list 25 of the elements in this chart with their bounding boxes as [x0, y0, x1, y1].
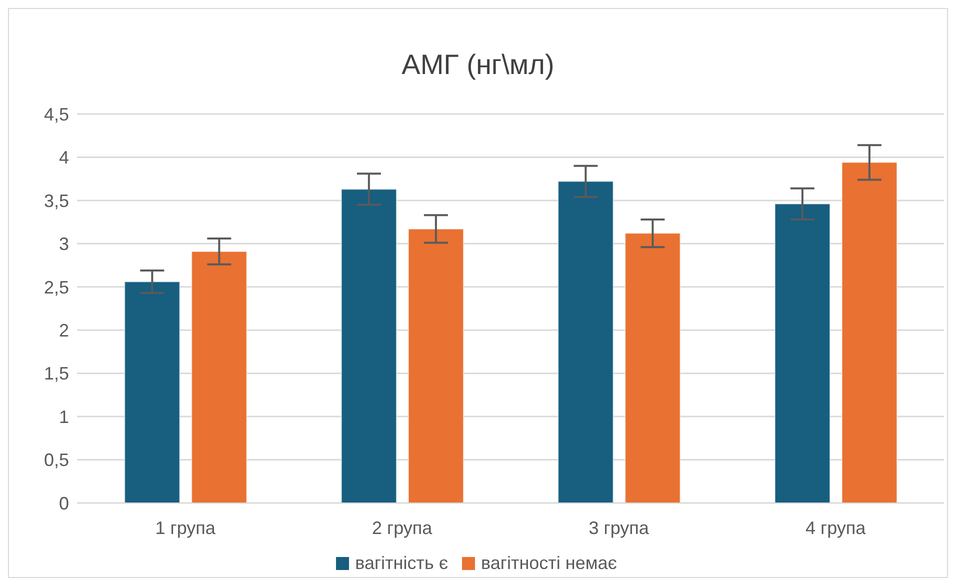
bar	[191, 250, 248, 503]
legend-label: вагітності немає	[481, 553, 617, 574]
x-tick-label: 2 група	[372, 518, 434, 538]
bar	[774, 203, 830, 503]
y-tick-label: 4	[58, 148, 69, 168]
x-tick-label: 4 група	[806, 518, 867, 538]
y-tick-label: 2	[58, 320, 69, 340]
y-tick-label: 3	[58, 234, 69, 254]
y-tick-label: 2,5	[44, 277, 69, 298]
bar	[124, 281, 180, 503]
y-tick-label: 1,5	[44, 364, 69, 384]
bar	[408, 228, 464, 503]
bar	[558, 180, 614, 503]
y-tick-label: 3,5	[44, 190, 69, 211]
bar	[624, 232, 681, 503]
y-tick-label: 0	[58, 493, 69, 514]
y-tick-label: 0,5	[44, 450, 69, 470]
bar	[340, 188, 397, 503]
x-tick-label: 3 група	[588, 518, 650, 538]
y-tick-label: 1	[58, 406, 69, 427]
chart-title: АМГ (нг\мл)	[400, 49, 556, 81]
x-tick-label: 1 група	[155, 518, 216, 538]
bar	[841, 162, 898, 503]
y-tick-label: 4,5	[44, 104, 69, 124]
legend-label: вагітність є	[355, 553, 448, 574]
